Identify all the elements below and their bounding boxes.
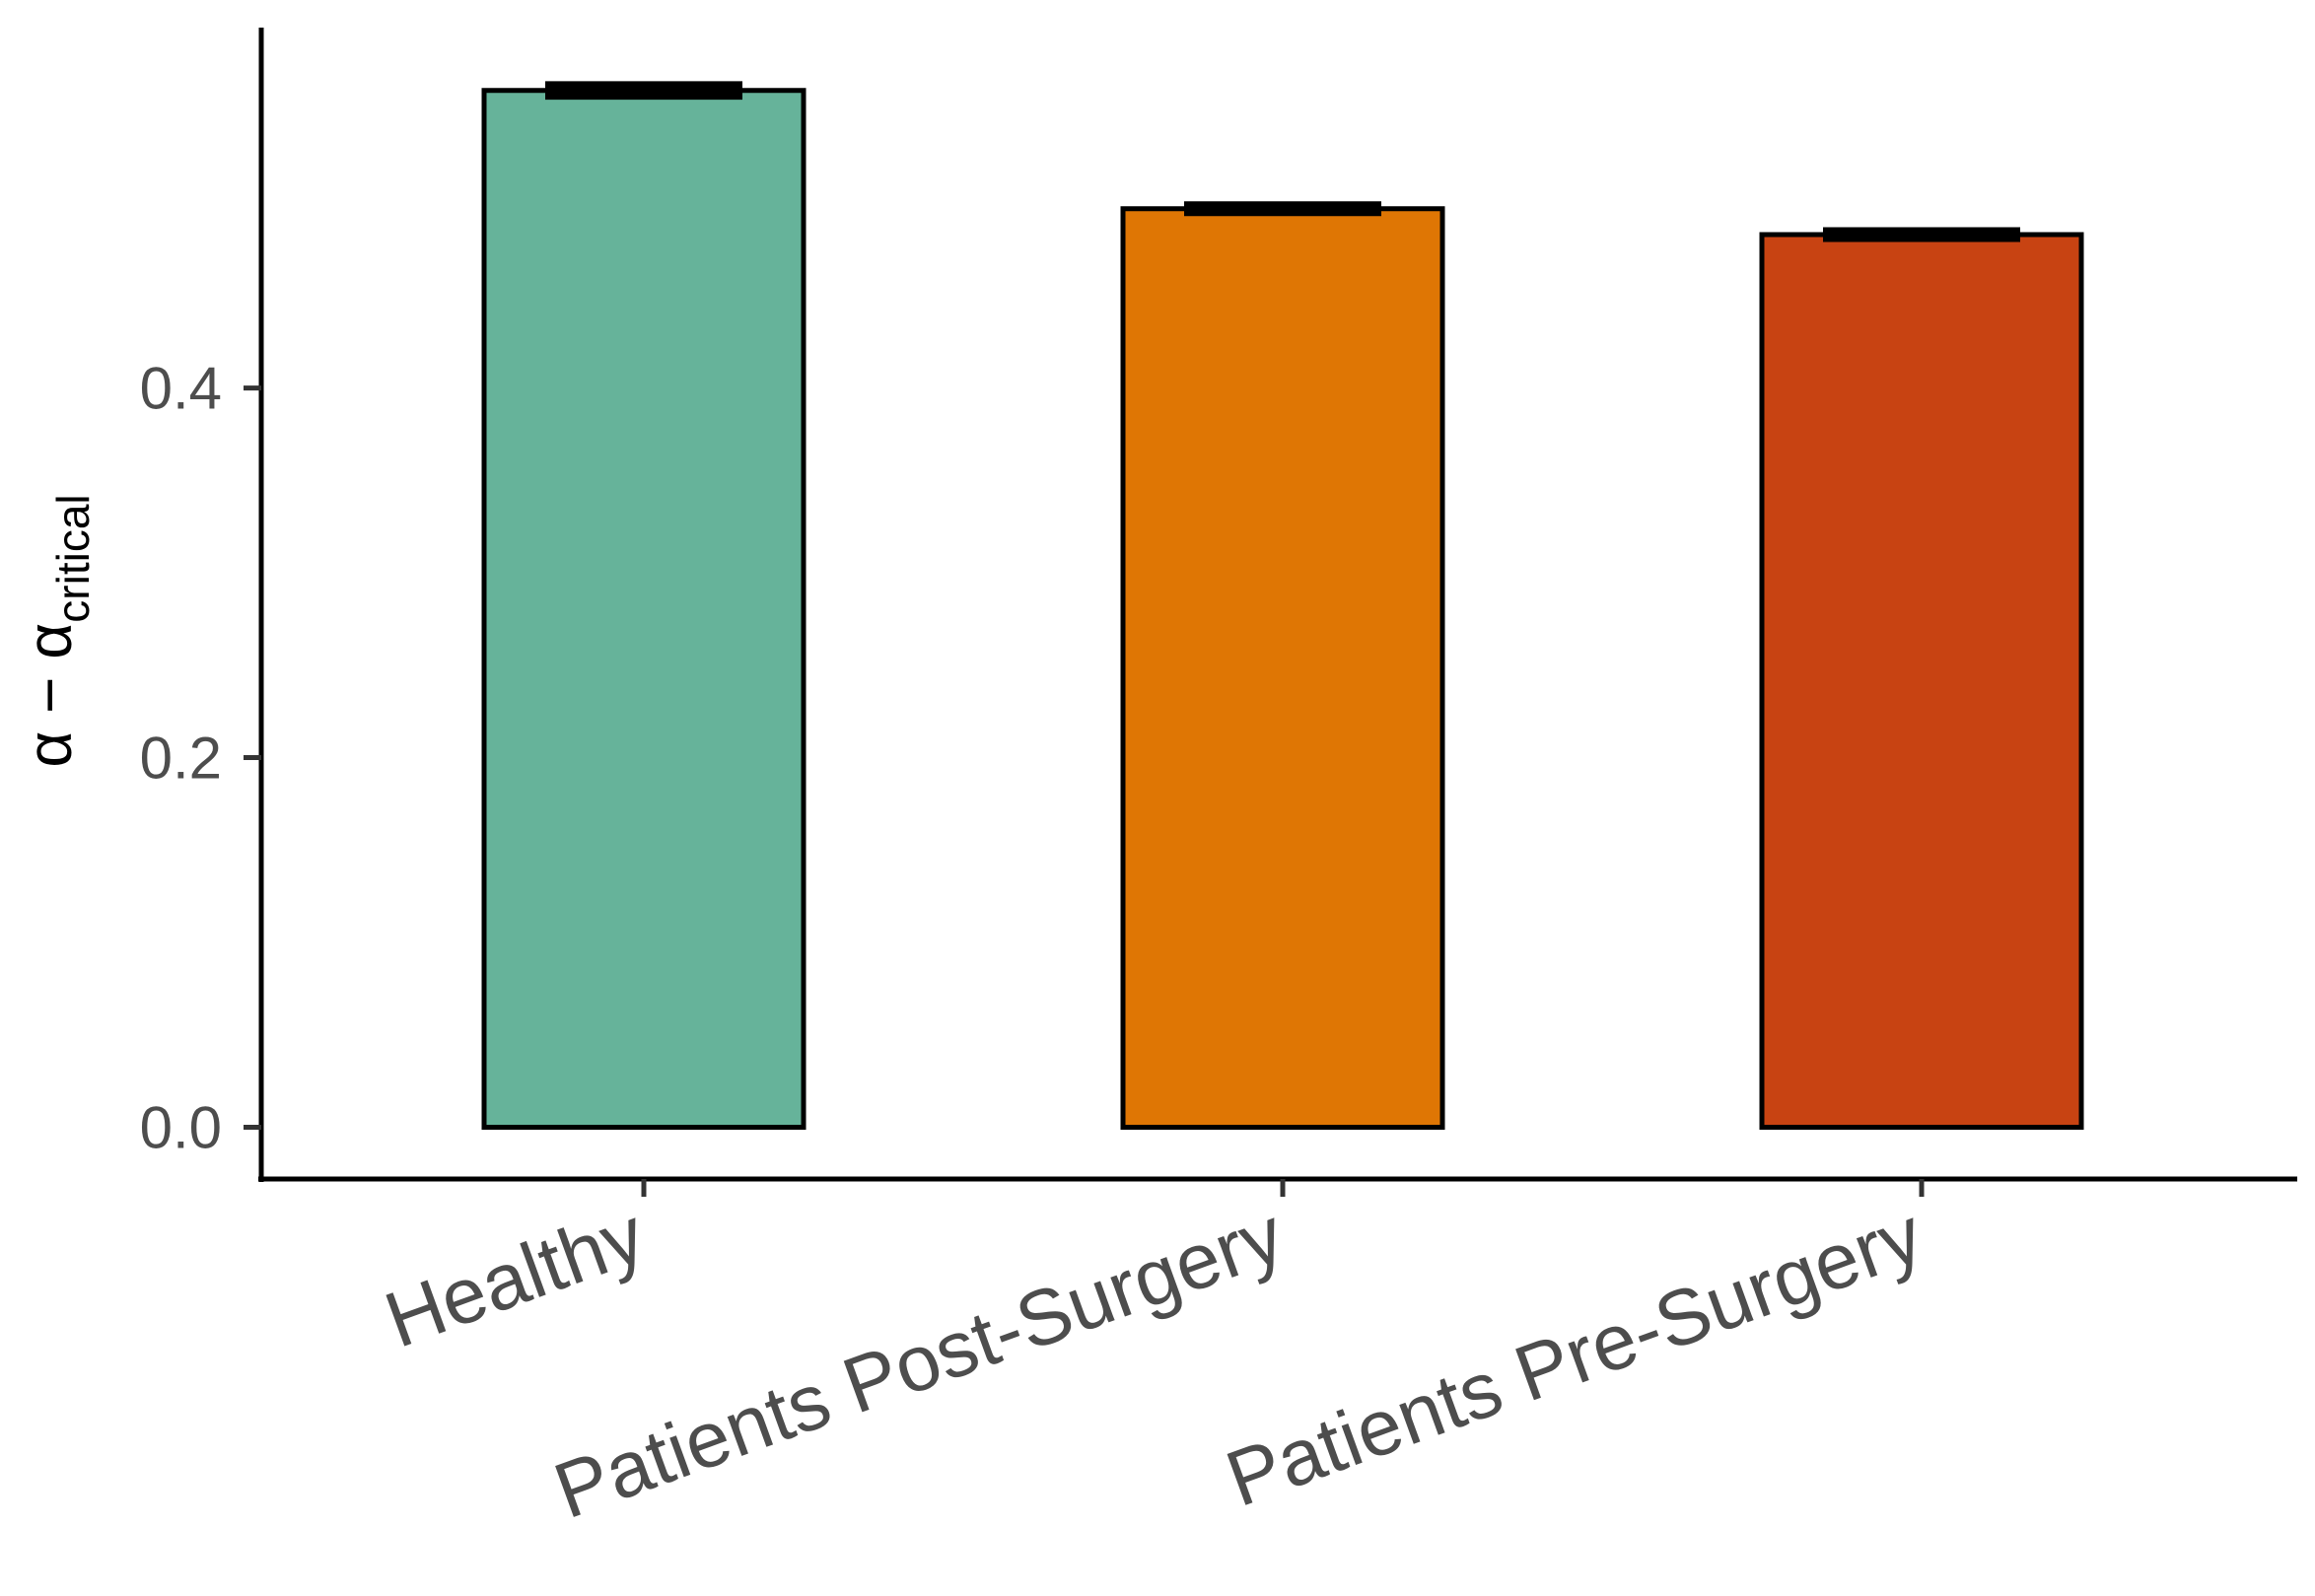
y-axis-title-main: α − α bbox=[14, 623, 85, 768]
error-bar-3 bbox=[1823, 227, 2020, 243]
x-tick-label-1: Healthy bbox=[374, 1190, 655, 1363]
error-bars bbox=[545, 81, 2020, 243]
x-tick-label-3: Patients Pre-Surgery bbox=[1216, 1190, 1933, 1523]
y-axis-title-subscript: critical bbox=[47, 494, 99, 622]
y-tick-label-1: 0.0 bbox=[140, 1095, 222, 1161]
x-tick-label-2: Patients Post-Surgery bbox=[543, 1190, 1295, 1535]
y-tick-label-3: 0.4 bbox=[140, 356, 222, 422]
y-ticks: 0.0 0.2 0.4 bbox=[140, 356, 261, 1161]
error-bar-2 bbox=[1184, 201, 1381, 217]
bar-3 bbox=[1759, 232, 2084, 1131]
y-tick-label-2: 0.2 bbox=[140, 726, 222, 792]
bars bbox=[481, 88, 2084, 1131]
bar-1 bbox=[481, 88, 807, 1131]
y-axis-title: α − αcritical bbox=[14, 494, 99, 767]
error-bar-1 bbox=[545, 81, 742, 101]
bar-2 bbox=[1120, 206, 1445, 1131]
